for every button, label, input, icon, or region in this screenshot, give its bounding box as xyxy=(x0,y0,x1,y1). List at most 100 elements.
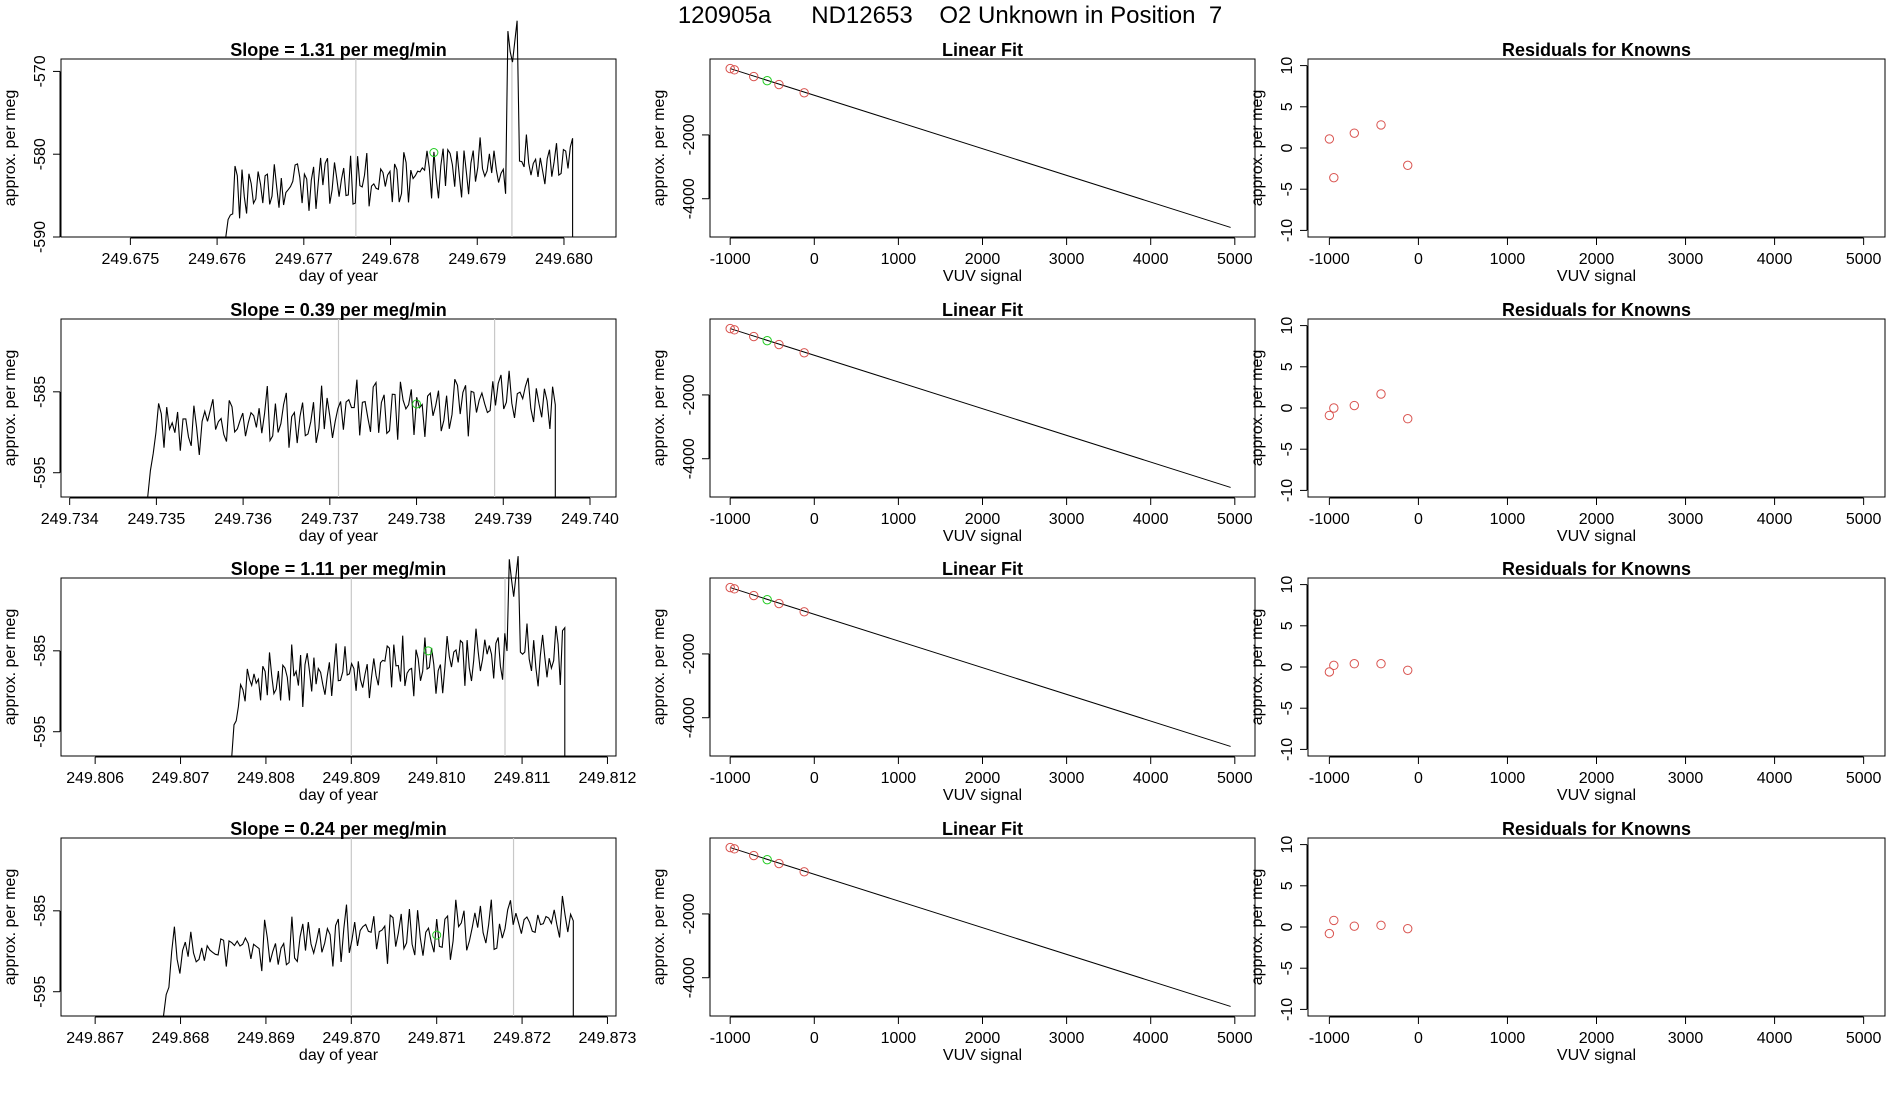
x-tick-label: 249.677 xyxy=(275,251,333,268)
panel-time_series-row3: Slope = 1.11 per meg/min 249.806 249.807 24… xyxy=(2,556,636,804)
x-tick-label: 2000 xyxy=(965,511,1001,528)
y-tick-label: -2000 xyxy=(681,374,698,415)
unknown-marker xyxy=(429,148,439,158)
x-tick-label: 5000 xyxy=(1846,1030,1882,1047)
panel-title: Residuals for Knowns xyxy=(1502,559,1691,579)
x-tick-label: -1000 xyxy=(1309,251,1350,268)
residual-point xyxy=(1376,120,1386,130)
x-tick-label: 249.675 xyxy=(101,251,159,268)
plot-frame xyxy=(60,58,617,238)
time-series-trace xyxy=(231,556,566,757)
plot-frame xyxy=(60,837,617,1017)
x-axis-label: VUV signal xyxy=(1557,1047,1636,1064)
fit-line xyxy=(730,847,1231,1007)
panel-title: Slope = 1.11 per meg/min xyxy=(231,559,447,579)
known-point xyxy=(725,582,735,593)
plot-frame xyxy=(1307,318,1886,498)
y-tick-label: -10 xyxy=(1279,219,1296,242)
unknown-point xyxy=(762,335,772,346)
x-tick-label: 5000 xyxy=(1846,251,1882,268)
y-tick-label: -580 xyxy=(32,138,49,170)
fit-line xyxy=(730,328,1231,488)
y-axis-label: approx. per meg xyxy=(651,90,668,207)
residual-point xyxy=(1329,660,1339,671)
x-tick-label: 0 xyxy=(810,251,819,268)
residual-point xyxy=(1349,921,1360,931)
residual-point xyxy=(1329,403,1339,413)
x-tick-label: 4000 xyxy=(1133,511,1169,528)
unknown-marker xyxy=(423,646,433,656)
fit-line xyxy=(730,68,1231,228)
residual-point xyxy=(1349,400,1360,411)
y-tick-label: -2000 xyxy=(681,893,698,934)
panel-time_series-row2: Slope = 0.39 per meg/min 249.734 249.735 24… xyxy=(2,300,619,545)
x-tick-label: 1000 xyxy=(1490,770,1526,787)
x-tick-label: 249.739 xyxy=(474,511,532,528)
x-tick-label: 1000 xyxy=(1490,1030,1526,1047)
x-tick-label: 1000 xyxy=(881,511,917,528)
y-axis-label: approx. per meg xyxy=(651,869,668,986)
x-tick-label: 5000 xyxy=(1217,511,1253,528)
y-tick-label: 0 xyxy=(1279,922,1296,931)
unknown-point xyxy=(762,594,772,605)
x-tick-label: 0 xyxy=(1414,251,1423,268)
x-axis-label: day of year xyxy=(299,787,379,804)
plot-frame xyxy=(60,577,617,757)
residual-point xyxy=(1324,134,1335,144)
y-tick-label: -5 xyxy=(1279,182,1296,196)
y-tick-label: -4000 xyxy=(681,438,698,479)
x-tick-label: 249.808 xyxy=(237,770,295,787)
residual-point xyxy=(1324,667,1335,677)
y-tick-label: -5 xyxy=(1279,442,1296,456)
x-tick-label: 249.870 xyxy=(322,1030,380,1047)
y-tick-label: 10 xyxy=(1279,57,1296,75)
x-tick-label: -1000 xyxy=(710,511,751,528)
x-tick-label: 3000 xyxy=(1668,1030,1704,1047)
y-tick-label: -2000 xyxy=(681,633,698,674)
x-tick-label: 2000 xyxy=(965,770,1001,787)
x-tick-label: -1000 xyxy=(710,770,751,787)
panel-title: Linear Fit xyxy=(942,300,1023,320)
x-tick-label: 249.809 xyxy=(322,770,380,787)
x-tick-label: 3000 xyxy=(1049,1030,1085,1047)
x-tick-label: 0 xyxy=(810,770,819,787)
x-tick-label: 3000 xyxy=(1668,511,1704,528)
time-series-trace xyxy=(162,895,574,1017)
x-tick-label: 249.812 xyxy=(579,770,637,787)
panel-title: Residuals for Knowns xyxy=(1502,40,1691,60)
panel-title: Slope = 0.39 per meg/min xyxy=(230,300,447,320)
known-point xyxy=(774,339,784,350)
panel-title: Linear Fit xyxy=(942,819,1023,839)
x-tick-label: 4000 xyxy=(1757,251,1793,268)
residual-point xyxy=(1329,915,1339,926)
known-point xyxy=(799,867,809,877)
x-tick-label: -1000 xyxy=(1309,511,1350,528)
time-series-trace xyxy=(147,370,556,498)
residual-point xyxy=(1349,659,1360,669)
y-tick-label: -4000 xyxy=(681,178,698,219)
x-tick-label: 4000 xyxy=(1133,770,1169,787)
residual-point xyxy=(1329,172,1339,183)
x-tick-label: 0 xyxy=(1414,1030,1423,1047)
plot-frame xyxy=(709,58,1256,238)
panel-residuals-row1: Residuals for Knowns -1000 0 1000 2000 3000 40… xyxy=(1249,40,1886,285)
x-axis-label: day of year xyxy=(299,268,379,285)
panel-title: Slope = 1.31 per meg/min xyxy=(230,40,447,60)
known-point xyxy=(749,71,759,82)
x-axis-label: VUV signal xyxy=(1557,528,1636,545)
plot-frame xyxy=(709,837,1256,1017)
known-point xyxy=(799,607,809,617)
panel-residuals-row4: Residuals for Knowns -1000 0 1000 2000 3000 40… xyxy=(1249,819,1886,1064)
x-axis-label: VUV signal xyxy=(943,1047,1022,1064)
y-tick-label: 0 xyxy=(1279,143,1296,152)
x-tick-label: 4000 xyxy=(1757,770,1793,787)
x-tick-label: 0 xyxy=(1414,770,1423,787)
plot-frame xyxy=(1307,58,1886,238)
x-tick-label: 2000 xyxy=(965,1030,1001,1047)
x-tick-label: 5000 xyxy=(1217,770,1253,787)
known-point xyxy=(729,325,740,335)
y-tick-label: 10 xyxy=(1279,317,1296,335)
known-point xyxy=(799,348,809,358)
plot-frame xyxy=(709,318,1256,498)
